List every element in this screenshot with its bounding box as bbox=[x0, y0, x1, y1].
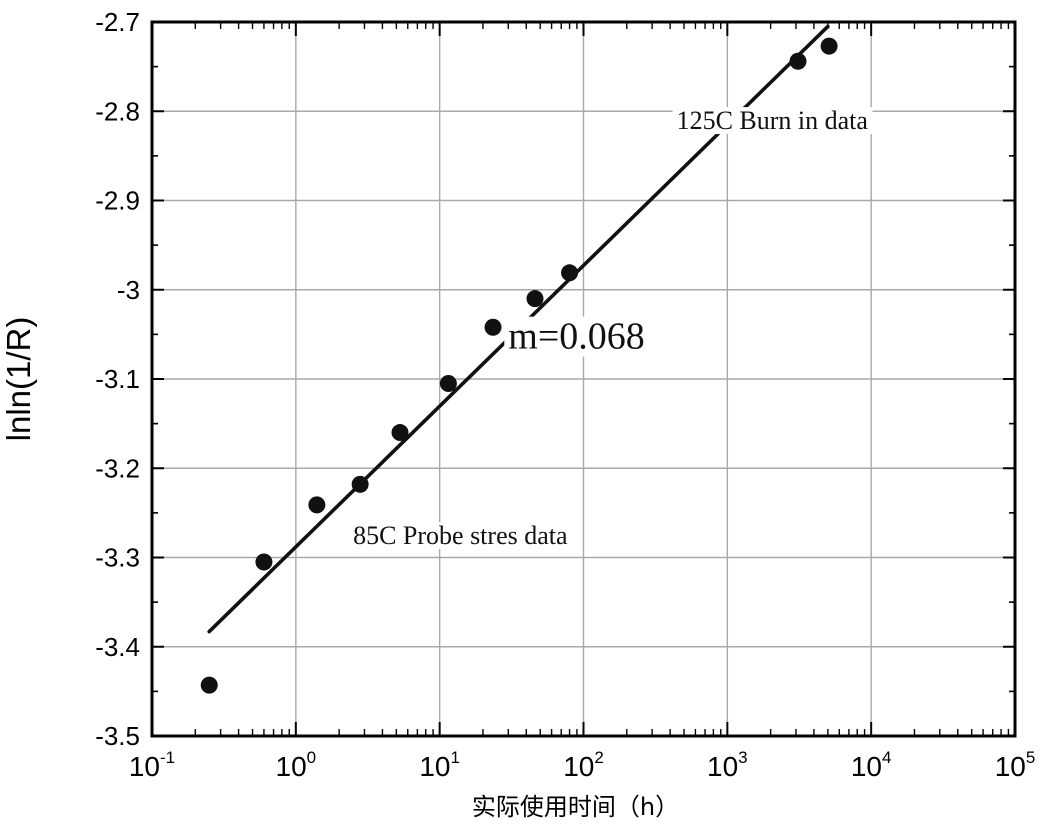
x-tick-label: 104 bbox=[851, 748, 892, 782]
plot-frame bbox=[150, 20, 1017, 738]
data-point bbox=[351, 475, 369, 493]
data-point bbox=[200, 676, 218, 694]
x-axis-label: 实际使用时间（h） bbox=[472, 793, 679, 821]
annotation-background bbox=[349, 522, 572, 550]
y-tick-label: -3.4 bbox=[95, 632, 140, 662]
y-tick-label: -2.9 bbox=[95, 186, 140, 216]
y-tick-label: -3.2 bbox=[95, 453, 140, 483]
annotation-text: m=0.068 bbox=[508, 316, 645, 358]
x-tick-label: 100 bbox=[276, 748, 317, 782]
data-point bbox=[308, 496, 326, 514]
x-tick-label: 10-1 bbox=[129, 748, 175, 782]
x-tick-label: 105 bbox=[995, 748, 1036, 782]
gridlines bbox=[152, 22, 1015, 736]
y-tick-label: -3.3 bbox=[95, 543, 140, 573]
y-tick-label: -3.1 bbox=[95, 364, 140, 394]
y-tick-label: -3 bbox=[117, 275, 140, 305]
data-points bbox=[200, 37, 838, 694]
y-axis-label: lnln(1/R) bbox=[0, 317, 37, 442]
data-point bbox=[391, 424, 409, 442]
annotations: 125C Burn in data m=0.068 85C Probe stres … bbox=[349, 106, 873, 550]
annotation-background bbox=[504, 316, 649, 357]
data-point bbox=[789, 52, 807, 70]
x-tick-labels: 10-1 100 101 102 103 104 105 bbox=[129, 748, 1035, 782]
data-point bbox=[820, 37, 838, 55]
annotation: 85C Probe stres data bbox=[349, 521, 572, 550]
x-tick-label: 103 bbox=[707, 748, 748, 782]
y-tick-label: -3.5 bbox=[95, 721, 140, 751]
annotation-background bbox=[672, 107, 873, 135]
annotation-text: 85C Probe stres data bbox=[353, 521, 568, 550]
data-point bbox=[255, 553, 273, 571]
x-tick-label: 102 bbox=[563, 748, 604, 782]
y-tick-labels: -2.7 -2.8 -2.9 -3 -3.1 -3.2 -3.3 -3.4 -3.5 bbox=[95, 7, 140, 751]
data-point bbox=[439, 374, 457, 392]
data-point bbox=[484, 318, 502, 336]
y-tick-label: -2.7 bbox=[95, 7, 140, 37]
data-point bbox=[526, 290, 544, 308]
y-tick-label: -2.8 bbox=[95, 96, 140, 126]
annotation: m=0.068 bbox=[504, 316, 649, 358]
data-point bbox=[561, 264, 579, 282]
x-tick-label: 101 bbox=[419, 748, 460, 782]
annotation-text: 125C Burn in data bbox=[677, 106, 869, 135]
annotation: 125C Burn in data bbox=[672, 106, 873, 135]
